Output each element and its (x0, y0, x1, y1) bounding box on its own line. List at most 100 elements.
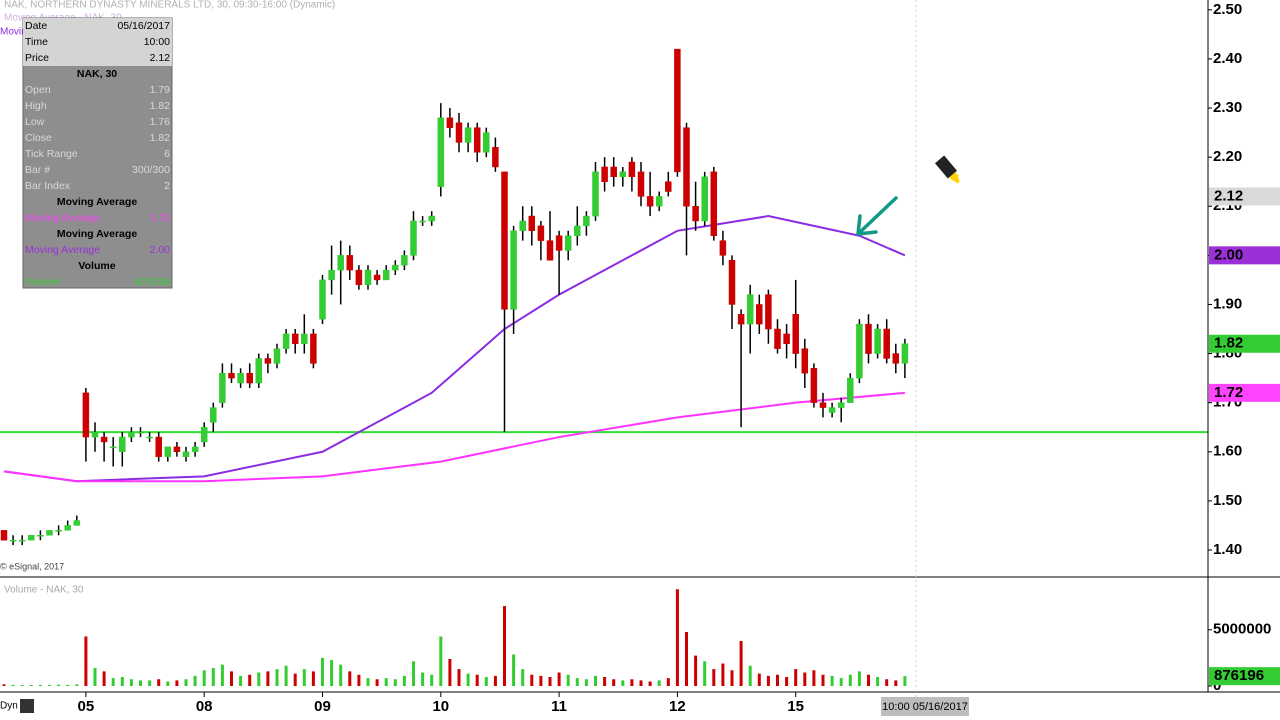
candle-body (665, 181, 672, 192)
volume-bar (75, 684, 79, 686)
data-window-label: Moving Average (25, 244, 100, 256)
data-window-heading: Moving Average (57, 196, 137, 208)
volume-bar (794, 669, 798, 686)
candle-body (883, 328, 890, 359)
x-tick-label: 15 (787, 698, 804, 715)
volume-bar (11, 684, 15, 686)
volume-bar (766, 675, 770, 686)
candle-body (455, 122, 463, 143)
candle-body (774, 328, 781, 349)
data-window-label: Tick Range (25, 148, 78, 160)
volume-bar (712, 669, 716, 686)
candle-body (264, 358, 272, 364)
volume-bar (402, 675, 406, 686)
annotation-arrow (856, 196, 898, 236)
volume-bar (239, 675, 243, 686)
candle-body (346, 255, 354, 271)
volume-bar (211, 668, 215, 686)
price-tag-label: 1.82 (1214, 335, 1243, 352)
candle-body (364, 269, 372, 286)
volume-bar (812, 670, 816, 686)
volume-bar (830, 675, 834, 686)
candle-body (519, 220, 526, 232)
volume-bar (457, 669, 461, 686)
candle-body (246, 372, 253, 384)
candle-body (865, 323, 872, 354)
volume-bar (66, 684, 70, 686)
x-tick-label: 08 (196, 698, 213, 715)
candle-body (319, 279, 326, 320)
volume-bar (248, 674, 252, 686)
cursor-label-box (881, 697, 969, 716)
price-tag (1209, 383, 1280, 402)
data-window-label: Time (25, 36, 48, 48)
candle-body (28, 535, 35, 541)
data-window: Date 05/16/2017 Time 10:00 Price 2.12 NAK, 30 O… (22, 17, 173, 289)
candle-body (510, 230, 517, 310)
volume-bar (539, 675, 543, 686)
volume-bar (230, 671, 233, 686)
volume-bar (803, 672, 807, 686)
volume-bar (776, 674, 779, 686)
volume-bar (857, 671, 861, 686)
volume-bar (657, 680, 661, 686)
y2-tick-label: 5000000 (1213, 621, 1271, 638)
data-window-label: Date (25, 20, 47, 32)
data-window-label: Bar Index (25, 180, 71, 192)
data-window-value: 2.00 (150, 244, 171, 256)
volume-bar (93, 668, 97, 686)
candle-body (355, 269, 363, 286)
candle-body (674, 48, 681, 173)
volume-bar (867, 674, 870, 686)
y2-tick-label: 0 (1213, 677, 1221, 694)
candle-body (91, 431, 99, 438)
candle-body (810, 368, 818, 403)
volume-bar (2, 684, 6, 686)
volume-bar (139, 680, 142, 686)
candle-body (173, 446, 181, 453)
volume-bar (193, 675, 197, 686)
volume-bar (521, 669, 525, 686)
toolbar-icon[interactable] (20, 699, 34, 713)
y-tick-label: 1.50 (1213, 492, 1242, 509)
candle-body (219, 372, 226, 403)
candle-body (137, 431, 144, 434)
candle-body (473, 127, 481, 153)
data-window-value: 2 (164, 180, 170, 192)
cursor-label: 10:00 05/16/2017 (882, 701, 968, 713)
candle-body (301, 333, 308, 344)
price-tag (1209, 187, 1280, 206)
candle-body (200, 426, 208, 443)
volume-bar (648, 681, 652, 686)
x-tick-label: 09 (314, 698, 331, 715)
candle-body (46, 530, 53, 536)
data-window-value: 10:00 (144, 36, 170, 48)
candle-body (564, 235, 572, 251)
volume-bar (666, 678, 670, 686)
candle-body (892, 353, 900, 364)
data-window-label: Price (25, 52, 49, 64)
volume-bar (903, 676, 907, 686)
candle-body (592, 171, 599, 217)
candle-body (728, 260, 736, 305)
volume-bar (603, 677, 607, 686)
volume-bar (739, 641, 743, 686)
data-window-top (23, 18, 172, 66)
volume-bar (639, 680, 643, 686)
y-tick-label: 2.30 (1213, 99, 1242, 116)
candle-body (765, 294, 772, 330)
candle-body (55, 530, 62, 532)
candle-body (792, 314, 799, 354)
candle-body (583, 215, 590, 227)
volume-tag (1209, 667, 1280, 686)
candle-body (628, 161, 636, 178)
candle-body (419, 220, 426, 223)
data-window-value: 300/300 (132, 164, 170, 176)
volume-bar (694, 655, 698, 686)
candle-body (401, 255, 408, 266)
volume-bar (257, 672, 261, 686)
candle-body (737, 314, 745, 325)
volume-bar (594, 675, 597, 686)
candle-body (619, 171, 627, 178)
